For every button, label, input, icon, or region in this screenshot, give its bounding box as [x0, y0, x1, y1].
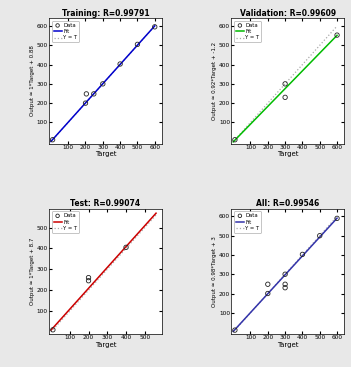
Data	[91, 91, 97, 97]
Data	[123, 244, 129, 250]
Data	[84, 91, 89, 97]
Data	[152, 24, 158, 30]
Y-axis label: Output ≈ 0.98*Target + 3: Output ≈ 0.98*Target + 3	[212, 236, 217, 307]
X-axis label: Target: Target	[277, 342, 298, 348]
Data	[50, 137, 55, 143]
Data	[265, 291, 271, 297]
Legend: Data, Fit, Y = T: Data, Fit, Y = T	[234, 21, 261, 42]
Data	[232, 137, 238, 143]
Data	[86, 275, 91, 280]
Data	[50, 327, 56, 333]
X-axis label: Target: Target	[95, 342, 116, 348]
Data	[232, 327, 238, 333]
Data	[300, 251, 305, 257]
Data	[317, 233, 323, 239]
Y-axis label: Output ≈ 0.92*Target + -1.2: Output ≈ 0.92*Target + -1.2	[212, 42, 217, 120]
Y-axis label: Output ≈ 1*Target + 0.88: Output ≈ 1*Target + 0.88	[30, 46, 35, 116]
Title: All: R=0.99546: All: R=0.99546	[256, 199, 319, 208]
Legend: Data, Fit, Y = T: Data, Fit, Y = T	[52, 211, 79, 233]
Data	[334, 215, 340, 221]
Data	[83, 100, 88, 106]
Legend: Data, Fit, Y = T: Data, Fit, Y = T	[234, 211, 261, 233]
Data	[117, 61, 123, 67]
Legend: Data, Fit, Y = T: Data, Fit, Y = T	[52, 21, 79, 42]
X-axis label: Target: Target	[277, 151, 298, 157]
Data	[265, 281, 271, 287]
Data	[86, 278, 91, 284]
Data	[282, 271, 288, 277]
Data	[282, 281, 288, 287]
Title: Test: R=0.99074: Test: R=0.99074	[70, 199, 140, 208]
Title: Training: R=0.99791: Training: R=0.99791	[61, 8, 149, 18]
Data	[100, 81, 106, 87]
Data	[282, 285, 288, 291]
Y-axis label: Output ≈ 1*Target + 8.7: Output ≈ 1*Target + 8.7	[30, 238, 35, 305]
Title: Validation: R=0.99609: Validation: R=0.99609	[240, 8, 336, 18]
Data	[282, 94, 288, 100]
Data	[135, 41, 140, 47]
Data	[334, 32, 340, 38]
X-axis label: Target: Target	[95, 151, 116, 157]
Data	[282, 81, 288, 87]
